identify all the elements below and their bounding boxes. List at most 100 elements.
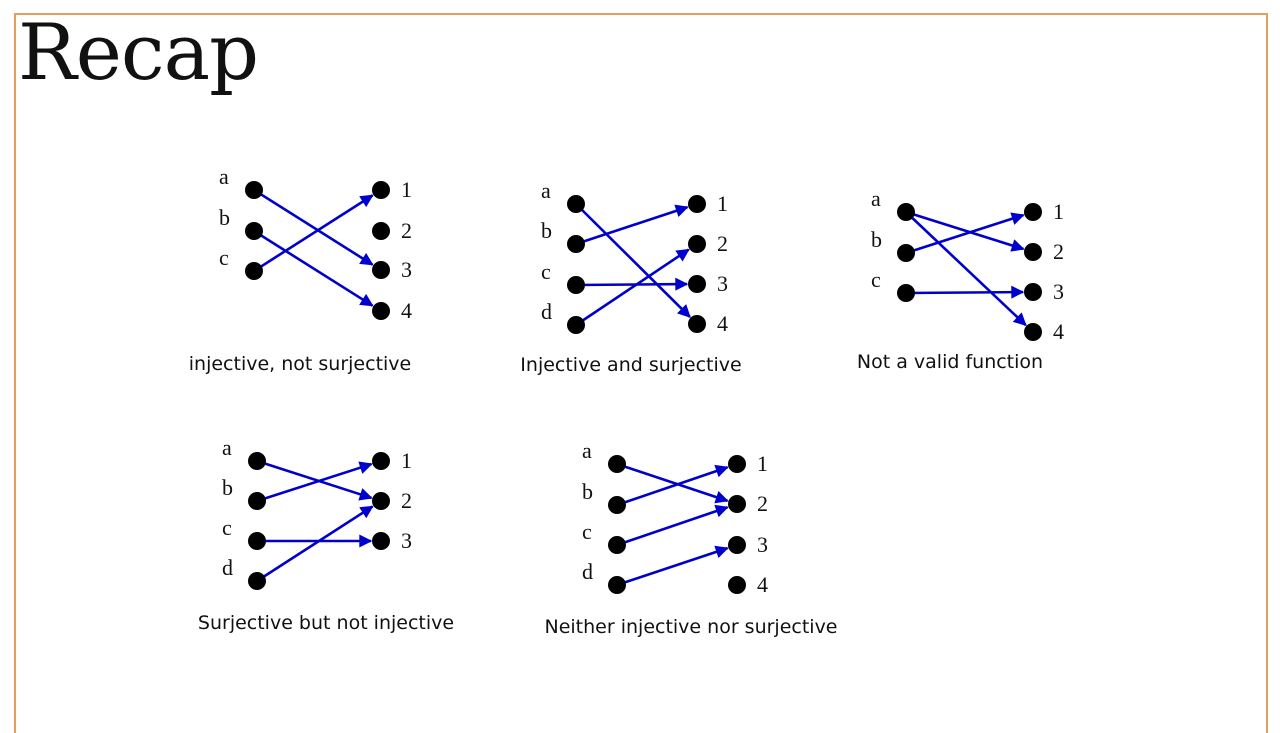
- domain-label-b: b: [582, 479, 593, 504]
- domain-dot-c: [567, 276, 585, 294]
- mapping-arrow-c-to-2: [616, 504, 729, 547]
- codomain-label-1: 1: [757, 451, 768, 476]
- diagram-caption: Surjective but not injective: [198, 612, 454, 634]
- domain-dot-b: [897, 244, 915, 262]
- domain-dot-c: [608, 536, 626, 554]
- codomain-label-4: 4: [757, 572, 768, 597]
- domain-label-a: a: [582, 438, 592, 463]
- domain-dot-b: [248, 492, 266, 510]
- mapping-arrow-b-to-1: [905, 212, 1025, 255]
- domain-label-a: a: [541, 178, 551, 203]
- slide-title: Recap: [18, 8, 259, 98]
- codomain-dot-3: [688, 275, 706, 293]
- codomain-label-3: 3: [401, 257, 412, 282]
- codomain-dot-4: [688, 315, 706, 333]
- codomain-label-1: 1: [401, 448, 412, 473]
- codomain-dot-4: [728, 576, 746, 594]
- diagram-3: abc 1 2 3 4 Not a valid function: [857, 186, 1064, 373]
- domain-label-a: a: [222, 435, 232, 460]
- codomain-label-3: 3: [757, 532, 768, 557]
- codomain-label-4: 4: [401, 298, 412, 323]
- domain-label-a: a: [871, 186, 881, 211]
- domain-dot-c: [248, 532, 266, 550]
- codomain-label-4: 4: [1053, 319, 1064, 344]
- codomain-dot-3: [372, 532, 390, 550]
- codomain-dot-1: [372, 452, 390, 470]
- diagram-caption: Injective and surjective: [520, 354, 741, 376]
- domain-dot-c: [245, 262, 263, 280]
- domain-dot-b: [608, 496, 626, 514]
- codomain-dot-2: [728, 495, 746, 513]
- codomain-label-1: 1: [401, 177, 412, 202]
- codomain-label-2: 2: [401, 488, 412, 513]
- codomain-dot-2: [1024, 243, 1042, 261]
- domain-dot-a: [245, 181, 263, 199]
- diagram-1: abc 1 2 3 4 injective, not surjective: [189, 164, 412, 375]
- domain-label-b: b: [541, 218, 552, 243]
- mapping-arrow-c-to-3: [905, 285, 1025, 299]
- domain-label-c: c: [222, 515, 232, 540]
- domain-label-b: b: [871, 227, 882, 252]
- domain-label-a: a: [219, 164, 229, 189]
- codomain-label-3: 3: [1053, 279, 1064, 304]
- mapping-arrow-a-to-2: [905, 210, 1025, 252]
- codomain-label-4: 4: [717, 311, 728, 336]
- mapping-arrow-b-to-1: [616, 464, 729, 507]
- codomain-label-2: 2: [717, 231, 728, 256]
- codomain-dot-1: [688, 195, 706, 213]
- domain-dot-d: [567, 316, 585, 334]
- codomain-dot-2: [688, 235, 706, 253]
- domain-dot-b: [245, 222, 263, 240]
- domain-dot-d: [608, 576, 626, 594]
- codomain-label-3: 3: [717, 271, 728, 296]
- mapping-arrow-c-to-1: [253, 194, 374, 273]
- diagram-caption: Neither injective nor surjective: [545, 616, 838, 638]
- codomain-dot-3: [1024, 283, 1042, 301]
- diagram-caption: Not a valid function: [857, 351, 1043, 373]
- mapping-arrow-d-to-3: [616, 545, 729, 587]
- domain-dot-b: [567, 235, 585, 253]
- domain-dot-c: [897, 284, 915, 302]
- domain-label-c: c: [582, 519, 592, 544]
- domain-label-c: c: [541, 259, 551, 284]
- mapping-arrow-a-to-3: [253, 188, 374, 266]
- diagram-caption: injective, not surjective: [189, 353, 411, 375]
- mapping-arrow-a-to-2: [256, 459, 373, 501]
- domain-label-b: b: [222, 475, 233, 500]
- mapping-arrow-b-to-1: [575, 204, 689, 246]
- mapping-arrow-a-to-4: [905, 211, 1027, 327]
- codomain-dot-2: [372, 492, 390, 510]
- slide-frame: [14, 13, 1268, 733]
- codomain-dot-1: [728, 455, 746, 473]
- mapping-arrow-b-to-4: [253, 229, 374, 307]
- domain-label-d: d: [582, 559, 593, 584]
- mapping-arrow-d-to-2: [256, 505, 374, 583]
- codomain-dot-1: [372, 181, 390, 199]
- codomain-dot-2: [372, 222, 390, 240]
- codomain-dot-3: [372, 261, 390, 279]
- domain-dot-a: [248, 452, 266, 470]
- codomain-label-2: 2: [1053, 239, 1064, 264]
- mapping-arrow-d-to-2: [575, 248, 690, 327]
- domain-dot-d: [248, 572, 266, 590]
- codomain-label-3: 3: [401, 528, 412, 553]
- domain-label-c: c: [871, 267, 881, 292]
- domain-dot-a: [897, 203, 915, 221]
- domain-dot-a: [567, 195, 585, 213]
- mapping-arrow-a-to-4: [575, 203, 691, 318]
- mapping-arrow-b-to-1: [256, 461, 373, 503]
- codomain-dot-4: [372, 302, 390, 320]
- domain-label-c: c: [219, 245, 229, 270]
- codomain-dot-1: [1024, 203, 1042, 221]
- mapping-arrow-c-to-3: [575, 277, 689, 291]
- codomain-label-2: 2: [757, 491, 768, 516]
- mapping-arrow-a-to-2: [616, 462, 729, 504]
- domain-label-b: b: [219, 205, 230, 230]
- codomain-label-1: 1: [717, 191, 728, 216]
- codomain-label-2: 2: [401, 218, 412, 243]
- domain-label-d: d: [541, 299, 552, 324]
